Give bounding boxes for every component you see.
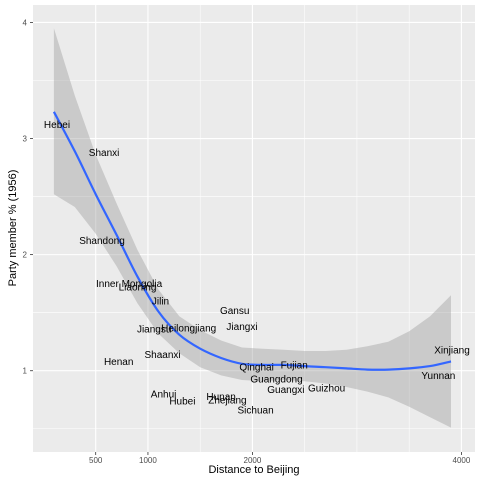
- point-label: Jiangxi: [226, 322, 257, 333]
- x-tick-label: 2000: [244, 456, 262, 465]
- point-label: Anhui: [151, 389, 177, 400]
- point-label: Jilin: [152, 297, 169, 308]
- y-tick-label: 2: [23, 251, 28, 260]
- y-axis-title: Party member % (1956): [7, 170, 19, 287]
- point-label: Shanxi: [89, 148, 120, 159]
- confidence-ribbon: [53, 28, 452, 428]
- point-label: Qinghai: [239, 363, 273, 374]
- point-labels: Hebei Shanxi Shandong Inner MongoliaLiaonin…: [44, 120, 470, 417]
- x-axis: 500 1000 2000 4000: [89, 452, 471, 465]
- point-label: Inner Mongolia: [96, 279, 163, 290]
- point-label: Guangdong: [250, 374, 302, 385]
- point-label: Yunnan: [421, 371, 455, 382]
- point-label: Shaanxi: [145, 350, 181, 361]
- point-label: Zhejiang: [208, 395, 246, 406]
- point-label: Liaoning: [119, 283, 157, 294]
- y-tick-label: 3: [23, 135, 28, 144]
- point-label: Henan: [104, 357, 133, 368]
- point-label: Heilongjiang: [161, 323, 216, 334]
- y-axis: 1 2 3 4: [23, 18, 33, 376]
- point-label: Hunan: [206, 392, 235, 403]
- point-label: Xinjiang: [434, 345, 470, 356]
- point-label: Gansu: [220, 306, 249, 317]
- point-label: Sichuan: [238, 406, 274, 417]
- point-label: Shandong: [79, 236, 125, 247]
- point-label: Guangxi: [267, 385, 304, 396]
- y-tick-label: 4: [23, 18, 28, 27]
- point-label: Hubei: [169, 396, 195, 407]
- smooth-line: [52, 111, 452, 371]
- x-tick-label: 4000: [453, 456, 471, 465]
- point-label: Guizhou: [308, 384, 345, 395]
- y-tick-label: 1: [23, 367, 28, 376]
- point-label: Jiangsu: [137, 324, 171, 335]
- point-label: Hebei: [44, 120, 70, 131]
- grid-minor: [33, 5, 475, 452]
- x-tick-label: 500: [89, 456, 103, 465]
- grid-major: [33, 5, 475, 452]
- point-label: Fujian: [281, 360, 308, 371]
- plot-panel: [33, 5, 475, 452]
- x-tick-label: 1000: [139, 456, 157, 465]
- x-axis-title: Distance to Beijing: [208, 464, 299, 476]
